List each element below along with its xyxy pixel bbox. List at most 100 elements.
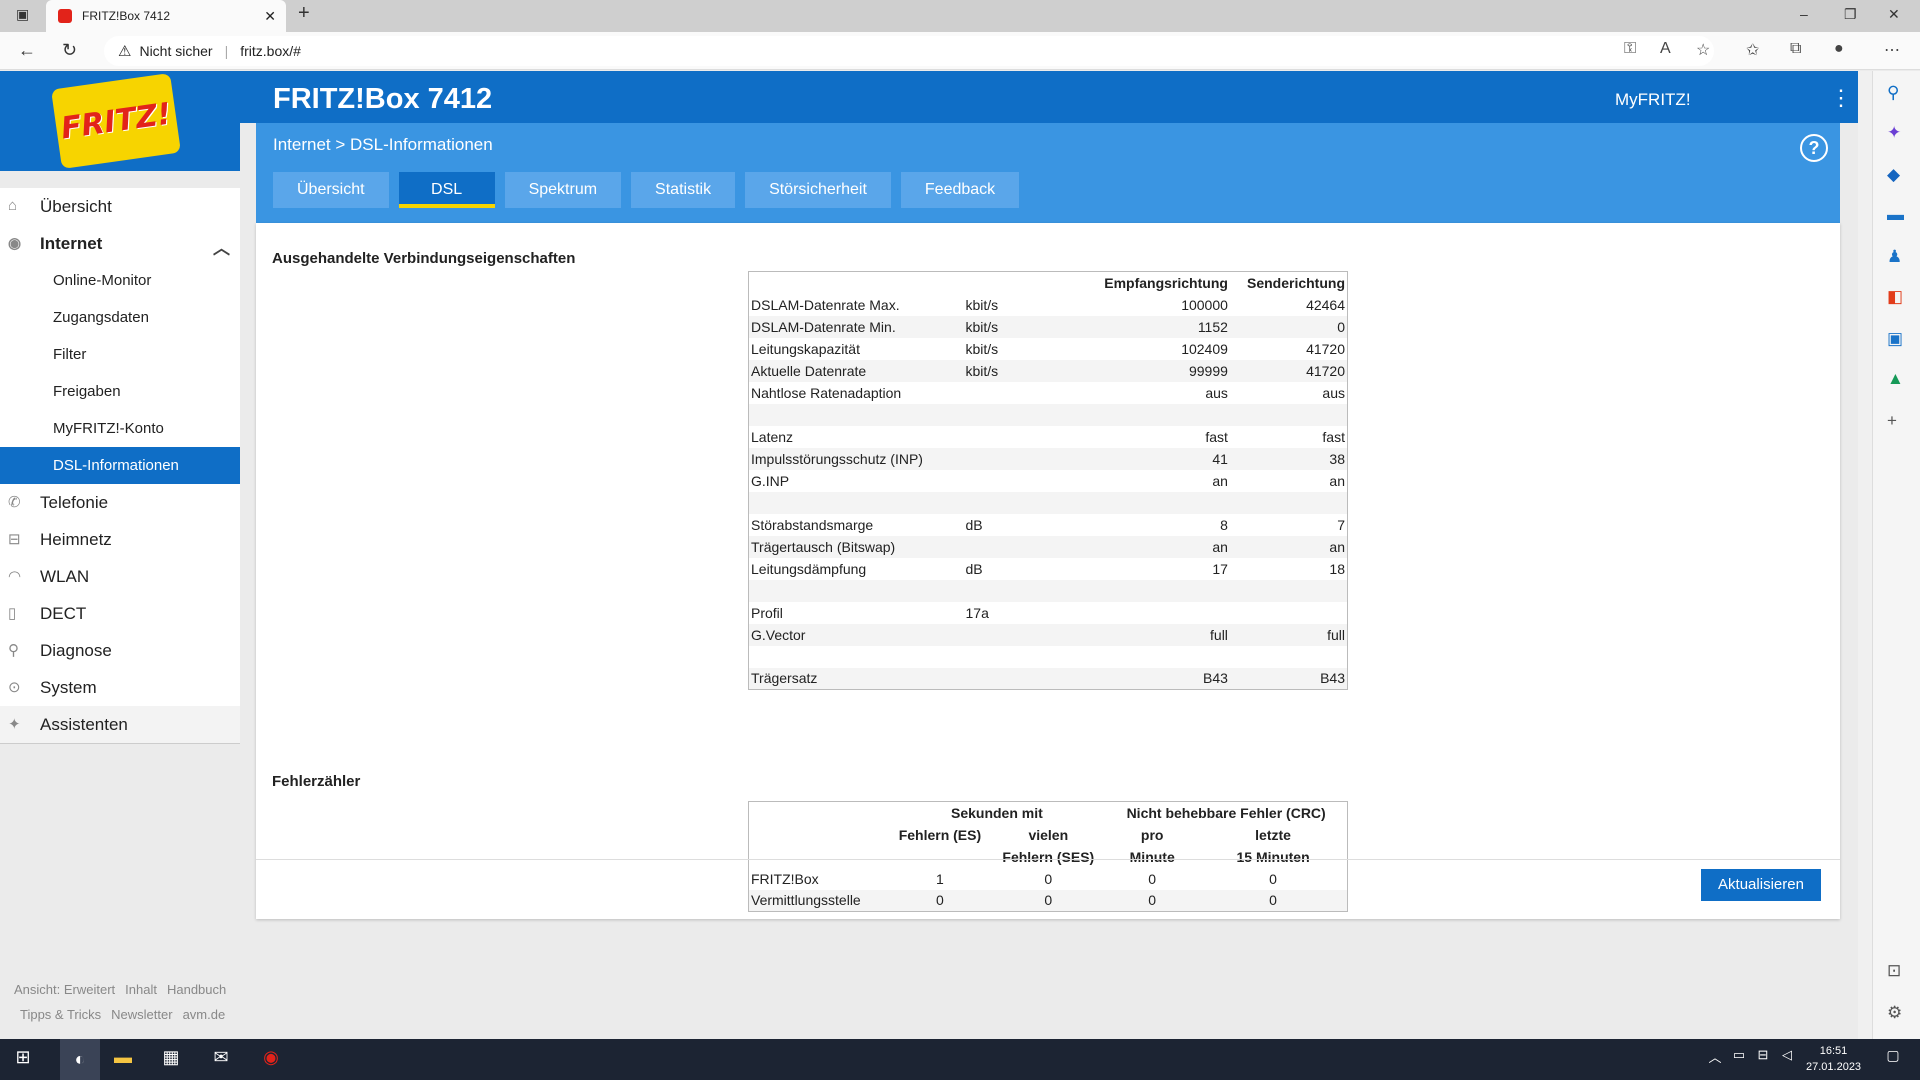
help-icon[interactable]: ? (1800, 134, 1828, 162)
sidebar-toggle-icon[interactable]: ⊡ (1887, 961, 1902, 980)
sidebar-item-diagnose[interactable]: ⚲ Diagnose (0, 632, 240, 669)
sidebar-item-telefonie[interactable]: ✆ Telefonie (0, 484, 240, 521)
table-cell (749, 646, 964, 668)
table-row: FRITZ!Box 1 0 0 0 (749, 868, 1348, 890)
windows-start-icon[interactable]: ⊞ (15, 1047, 31, 1067)
refresh-button[interactable]: Aktualisieren (1701, 869, 1821, 901)
notification-icon[interactable]: ▢ (1886, 1047, 1900, 1063)
sidebar-item-zugangsdaten[interactable]: Zugangsdaten (53, 309, 149, 326)
search-icon[interactable]: ⚲ (1887, 83, 1900, 102)
table-cell: G.INP (751, 472, 790, 489)
file-explorer-icon[interactable]: ▬ (114, 1047, 132, 1067)
system-icon: ⊙ (8, 679, 21, 696)
favorite-star-icon[interactable]: ☆ (1696, 42, 1711, 59)
sidebar-item-uebersicht[interactable]: ⌂ Übersicht (0, 188, 240, 225)
clock[interactable]: 16:51 27.01.2023 (1806, 1043, 1861, 1075)
close-window-icon[interactable]: ✕ (1888, 6, 1900, 22)
restore-icon[interactable]: ❐ (1844, 6, 1857, 22)
network-tray-icon[interactable]: ⊟ (1757, 1047, 1769, 1062)
favorites-icon[interactable]: ✩ (1746, 42, 1760, 59)
profile-icon[interactable]: ● (1834, 40, 1844, 57)
minimize-icon[interactable]: – (1800, 6, 1808, 22)
footer-link-inhalt[interactable]: Inhalt (125, 982, 157, 997)
close-tab-icon[interactable]: ✕ (264, 8, 276, 24)
tab-actions-icon[interactable]: ▣ (16, 6, 30, 22)
table-cell (963, 623, 1084, 646)
page-scrollbar[interactable] (1858, 71, 1872, 1039)
tab-feedback[interactable]: Feedback (900, 172, 1020, 208)
sidebar-item-dect[interactable]: ▯ DECT (0, 595, 240, 632)
new-tab-icon[interactable]: + (298, 2, 310, 24)
table-cell (1230, 602, 1348, 624)
tab-statistik[interactable]: Statistik (631, 172, 736, 208)
page-header: FRITZ!Box 7412 MyFRITZ! ⋮ (0, 71, 1858, 123)
tab-uebersicht[interactable]: Übersicht (273, 172, 389, 208)
tray-expand-icon[interactable]: ︿ (1708, 1050, 1722, 1065)
fritz-logo[interactable]: FRITZ! (0, 71, 240, 171)
sidebar-item-filter[interactable]: Filter (53, 346, 87, 363)
store-icon[interactable]: ▦ (162, 1047, 180, 1067)
mail-icon[interactable]: ✉ (213, 1047, 229, 1067)
menu-dots-icon[interactable]: ⋯ (1884, 42, 1900, 59)
table-cell: 102409 (1181, 340, 1228, 357)
reload-icon[interactable]: ↻ (62, 40, 78, 60)
table-row: Profil 17a (749, 602, 1348, 624)
sidebar-item-internet[interactable]: ◉ Internet ︿ (0, 225, 240, 262)
more-menu-icon[interactable]: ⋮ (1830, 85, 1852, 110)
sidebar-item-heimnetz[interactable]: ⊟ Heimnetz (0, 521, 240, 558)
tab-spektrum[interactable]: Spektrum (504, 172, 622, 208)
myfritz-link[interactable]: MyFRITZ! (1615, 90, 1691, 109)
copilot-icon[interactable]: ✦ (1887, 123, 1902, 142)
head-letzte: letzte (1255, 826, 1291, 843)
outlook-icon[interactable]: ▣ (1887, 329, 1904, 348)
table-cell: 41720 (1306, 340, 1345, 357)
footer-link-avm[interactable]: avm.de (182, 1007, 226, 1022)
collections-icon[interactable]: ⧉ (1790, 40, 1802, 57)
sidebar-item-system[interactable]: ⊙ System (0, 669, 240, 706)
read-aloud-icon[interactable]: A (1660, 40, 1671, 57)
tab-title: FRITZ!Box 7412 (82, 9, 171, 23)
table-cell: an (1083, 535, 1230, 558)
toolbox-icon[interactable]: ▬ (1887, 205, 1904, 224)
sidebar-item-freigaben[interactable]: Freigaben (53, 383, 121, 400)
edge-browser-icon[interactable]: ◐ (60, 1039, 100, 1080)
settings-gear-icon[interactable]: ⚙ (1887, 1003, 1903, 1022)
footer-link-ansicht[interactable]: Ansicht: Erweitert (14, 982, 116, 997)
chrome-icon[interactable]: ◉ (263, 1047, 279, 1067)
sidebar-item-assistenten[interactable]: ✦ Assistenten (0, 706, 240, 743)
key-icon[interactable]: ⚿ (1624, 40, 1637, 57)
tab-dsl[interactable]: DSL (398, 172, 495, 208)
tab-stoersicherheit[interactable]: Störsicherheit (745, 172, 891, 208)
fritz-logo-badge: FRITZ! (51, 73, 181, 169)
table-cell: 0 (991, 889, 1106, 912)
sidebar-item-myfritz-konto[interactable]: MyFRITZ!-Konto (53, 420, 164, 437)
add-icon[interactable]: + (1887, 411, 1897, 430)
back-icon[interactable]: ← (18, 40, 36, 60)
tree-icon[interactable]: ▲ (1887, 369, 1904, 388)
chevron-up-icon[interactable]: ︿ (213, 239, 230, 258)
clock-time: 16:51 (1819, 1045, 1848, 1057)
sidebar-item-online-monitor[interactable]: Online-Monitor (53, 272, 152, 289)
office-icon[interactable]: ◧ (1887, 287, 1904, 306)
sidebar-item-wlan[interactable]: ◠ WLAN (0, 558, 240, 595)
games-icon[interactable]: ♟ (1887, 247, 1903, 266)
tray-camera-icon[interactable]: ▭ (1732, 1047, 1746, 1062)
shopping-tag-icon[interactable]: ◆ (1887, 165, 1901, 184)
volume-icon[interactable]: ◁ (1782, 1047, 1792, 1062)
table-row (748, 579, 1348, 602)
table-cell: kbit/s (963, 315, 1084, 338)
table-row: DSLAM-Datenrate Min. kbit/s 1152 0 (748, 315, 1348, 338)
browser-tab[interactable]: FRITZ!Box 7412 ✕ (46, 0, 286, 32)
table-cell (1084, 646, 1230, 668)
table-cell: 1152 (1083, 315, 1230, 338)
table-cell (963, 579, 1084, 602)
sidebar-item-dsl-informationen[interactable]: DSL-Informationen (0, 447, 240, 484)
footer-link-newsletter[interactable]: Newsletter (111, 1007, 173, 1022)
table-row (748, 491, 1348, 514)
table-cell: 42464 (1306, 296, 1345, 313)
url-field[interactable]: ⚠ Nicht sicher | fritz.box/# (104, 36, 1714, 66)
table-row: Leitungskapazität kbit/s 102409 41720 (749, 338, 1348, 360)
clock-date: 27.01.2023 (1806, 1061, 1862, 1073)
footer-link-handbuch[interactable]: Handbuch (166, 982, 227, 997)
footer-link-tipps[interactable]: Tipps & Tricks (20, 1007, 102, 1022)
